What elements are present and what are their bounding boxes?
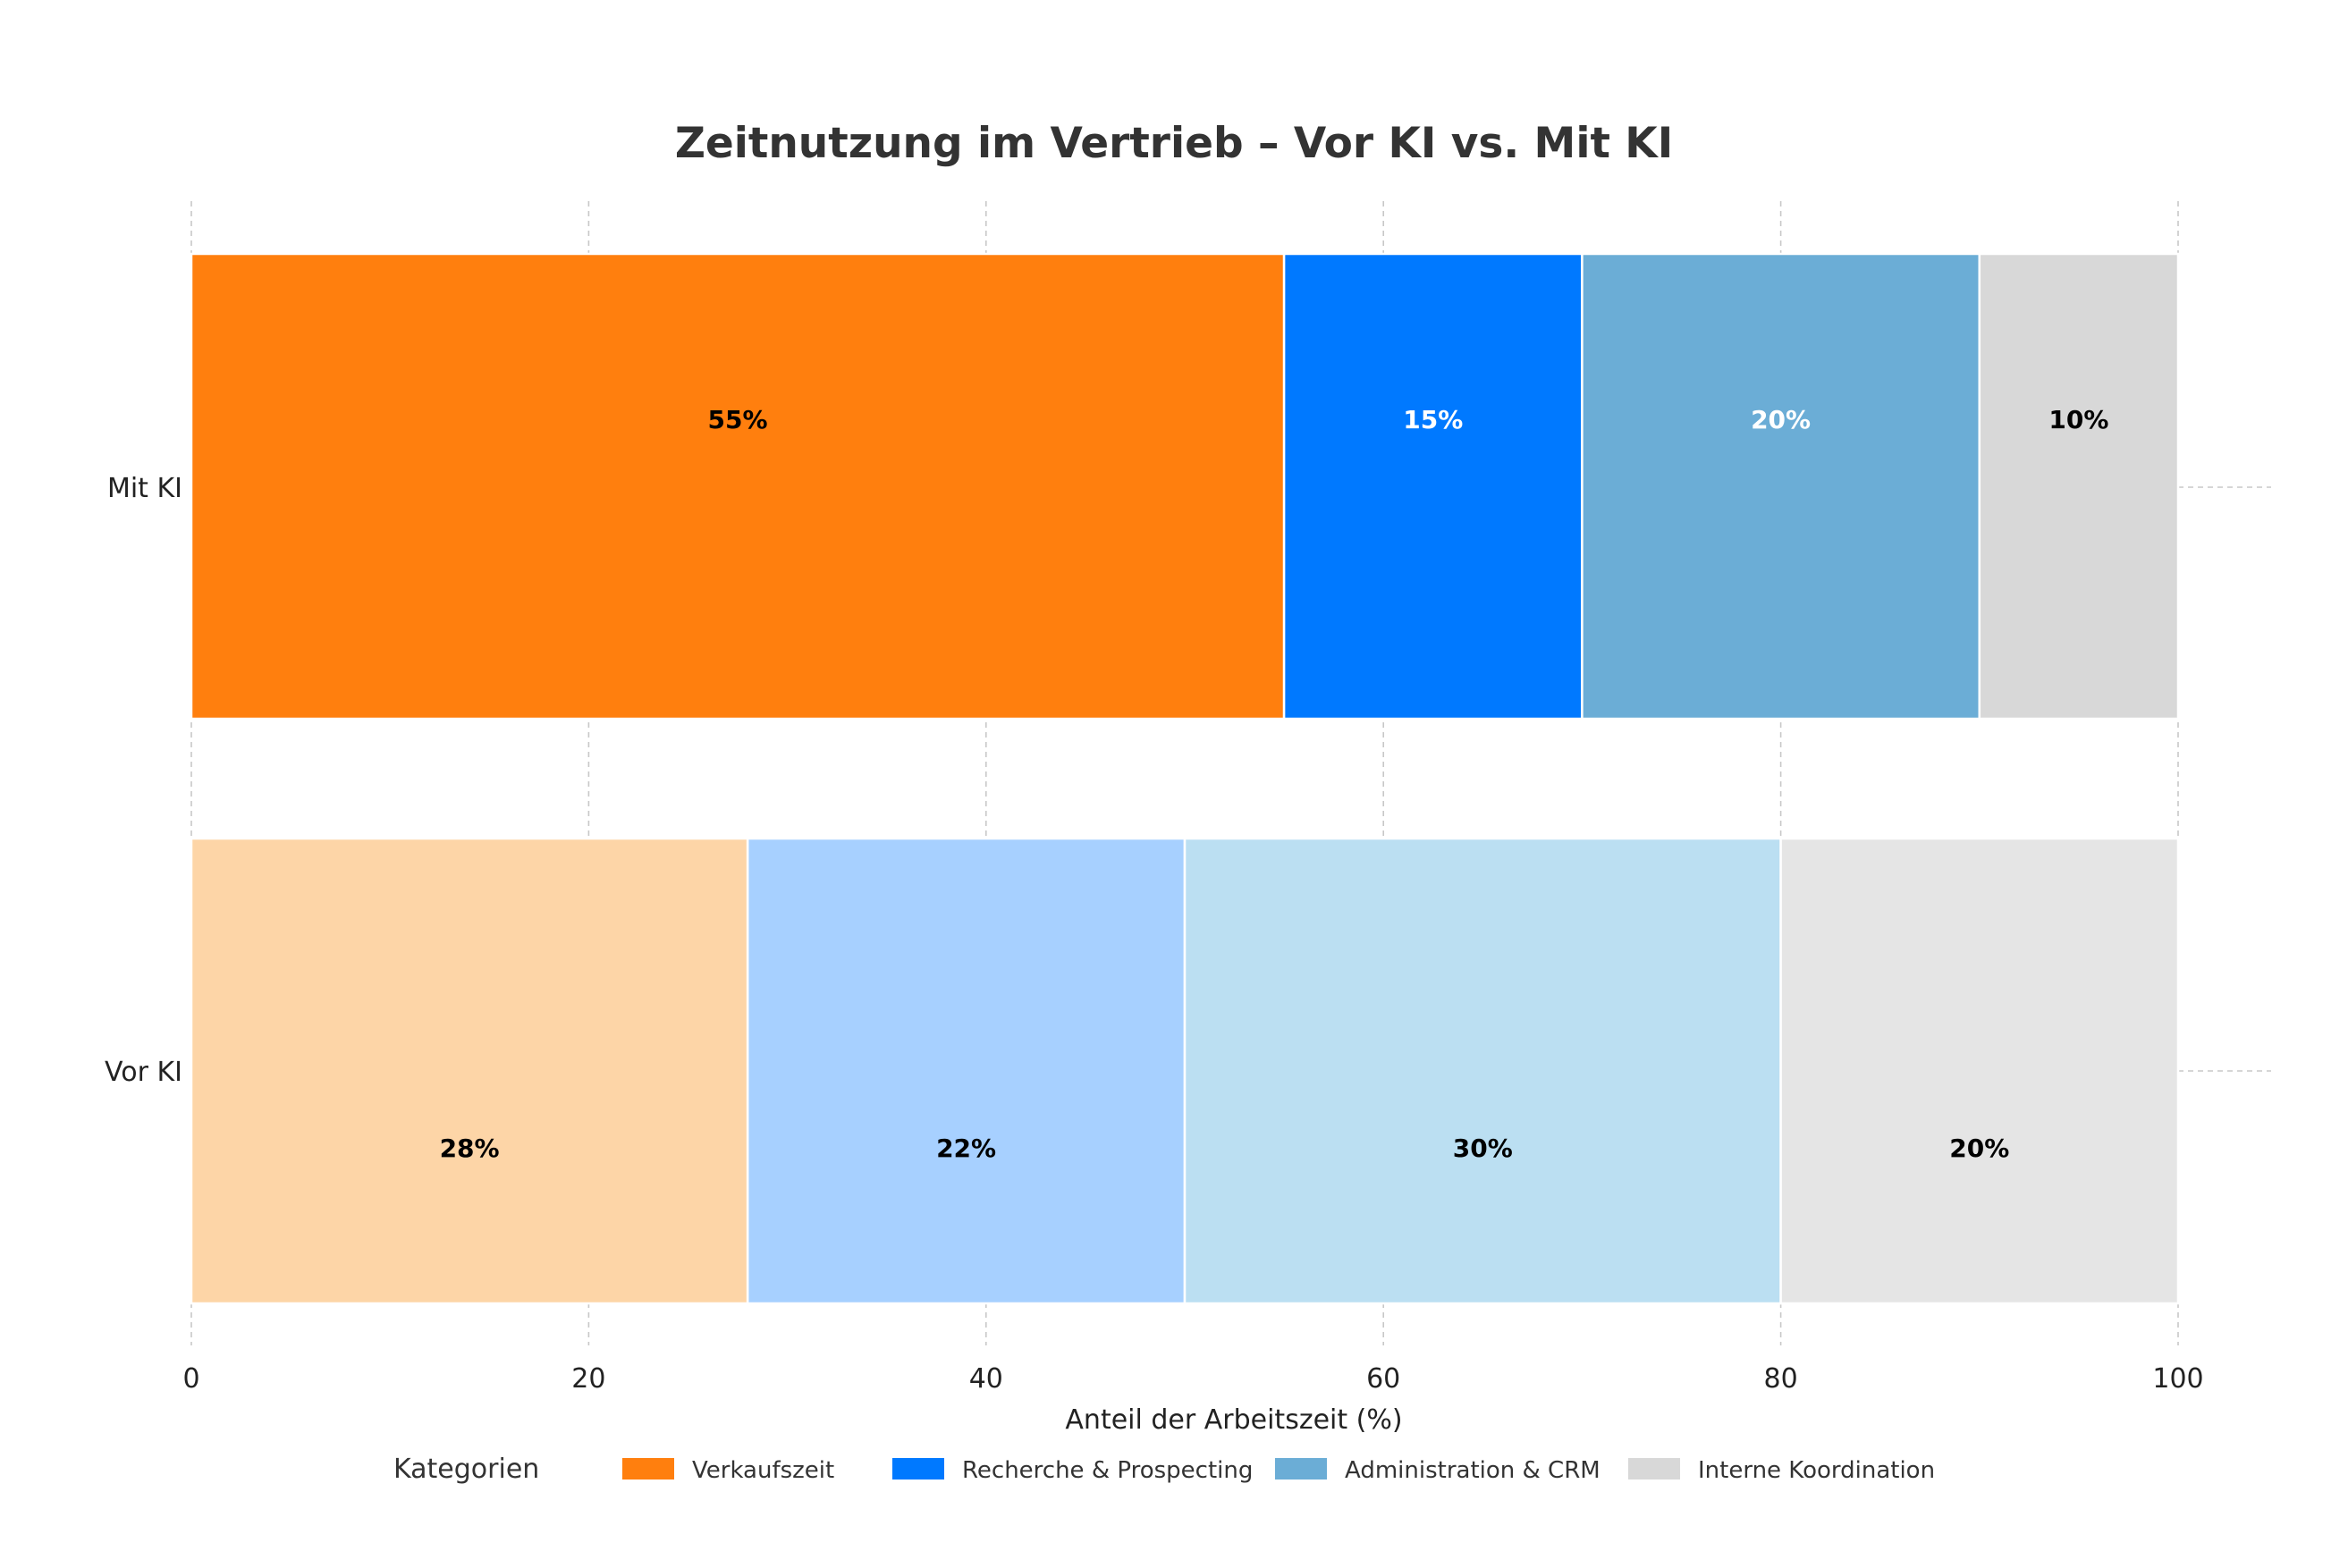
bar-segment (1779, 837, 2180, 1305)
bar-value-label: 55% (708, 405, 768, 434)
chart-title: Zeitnutzung im Vertrieb – Vor KI vs. Mit… (675, 119, 1673, 168)
legend-swatch (892, 1458, 944, 1479)
legend-swatch (1275, 1458, 1327, 1479)
bar-value-label: 30% (1453, 1134, 1513, 1163)
bar-segment (1978, 252, 2180, 721)
legend-entry-label: Interne Koordination (1698, 1457, 1935, 1484)
x-tick-label: 60 (1366, 1363, 1400, 1395)
bar-layer (190, 252, 2180, 1305)
bar-segment (1581, 252, 1981, 721)
bar-label-layer: 55% 15% 20% 10% 28% 22% 30% 20% (440, 405, 2109, 1163)
legend-entry-label: Recherche & Prospecting (962, 1457, 1253, 1484)
bar-segment (190, 252, 1286, 721)
bar-segment (1183, 837, 1782, 1305)
legend-swatch (1628, 1458, 1680, 1479)
bar-value-label: 20% (1949, 1134, 2009, 1163)
x-tick-label: 0 (182, 1363, 199, 1395)
x-axis-label: Anteil der Arbeitszeit (%) (1065, 1404, 1402, 1436)
legend-swatch (622, 1458, 674, 1479)
legend: Kategorien Verkaufszeit Recherche & Prospe… (393, 1454, 1935, 1485)
x-tick-label: 20 (571, 1363, 605, 1395)
bar-value-label: 28% (440, 1134, 500, 1163)
legend-title: Kategorien (393, 1454, 539, 1485)
axis-layer: Mit KI Vor KI 0 20 40 60 80 100 (105, 473, 2204, 1395)
y-tick-label: Mit KI (107, 473, 182, 504)
legend-entry-label: Administration & CRM (1345, 1457, 1601, 1484)
bar-value-label: 15% (1403, 405, 1463, 434)
x-tick-label: 80 (1764, 1363, 1798, 1395)
x-tick-label: 100 (2152, 1363, 2203, 1395)
bar-value-label: 10% (2048, 405, 2108, 434)
bar-value-label: 20% (1751, 405, 1811, 434)
bar-segment (1282, 252, 1584, 721)
bar-segment (190, 837, 749, 1305)
bar-value-label: 22% (936, 1134, 996, 1163)
bar-segment (746, 837, 1187, 1305)
x-tick-label: 40 (969, 1363, 1003, 1395)
y-tick-label: Vor KI (105, 1057, 182, 1088)
legend-entry-label: Verkaufszeit (692, 1457, 834, 1484)
